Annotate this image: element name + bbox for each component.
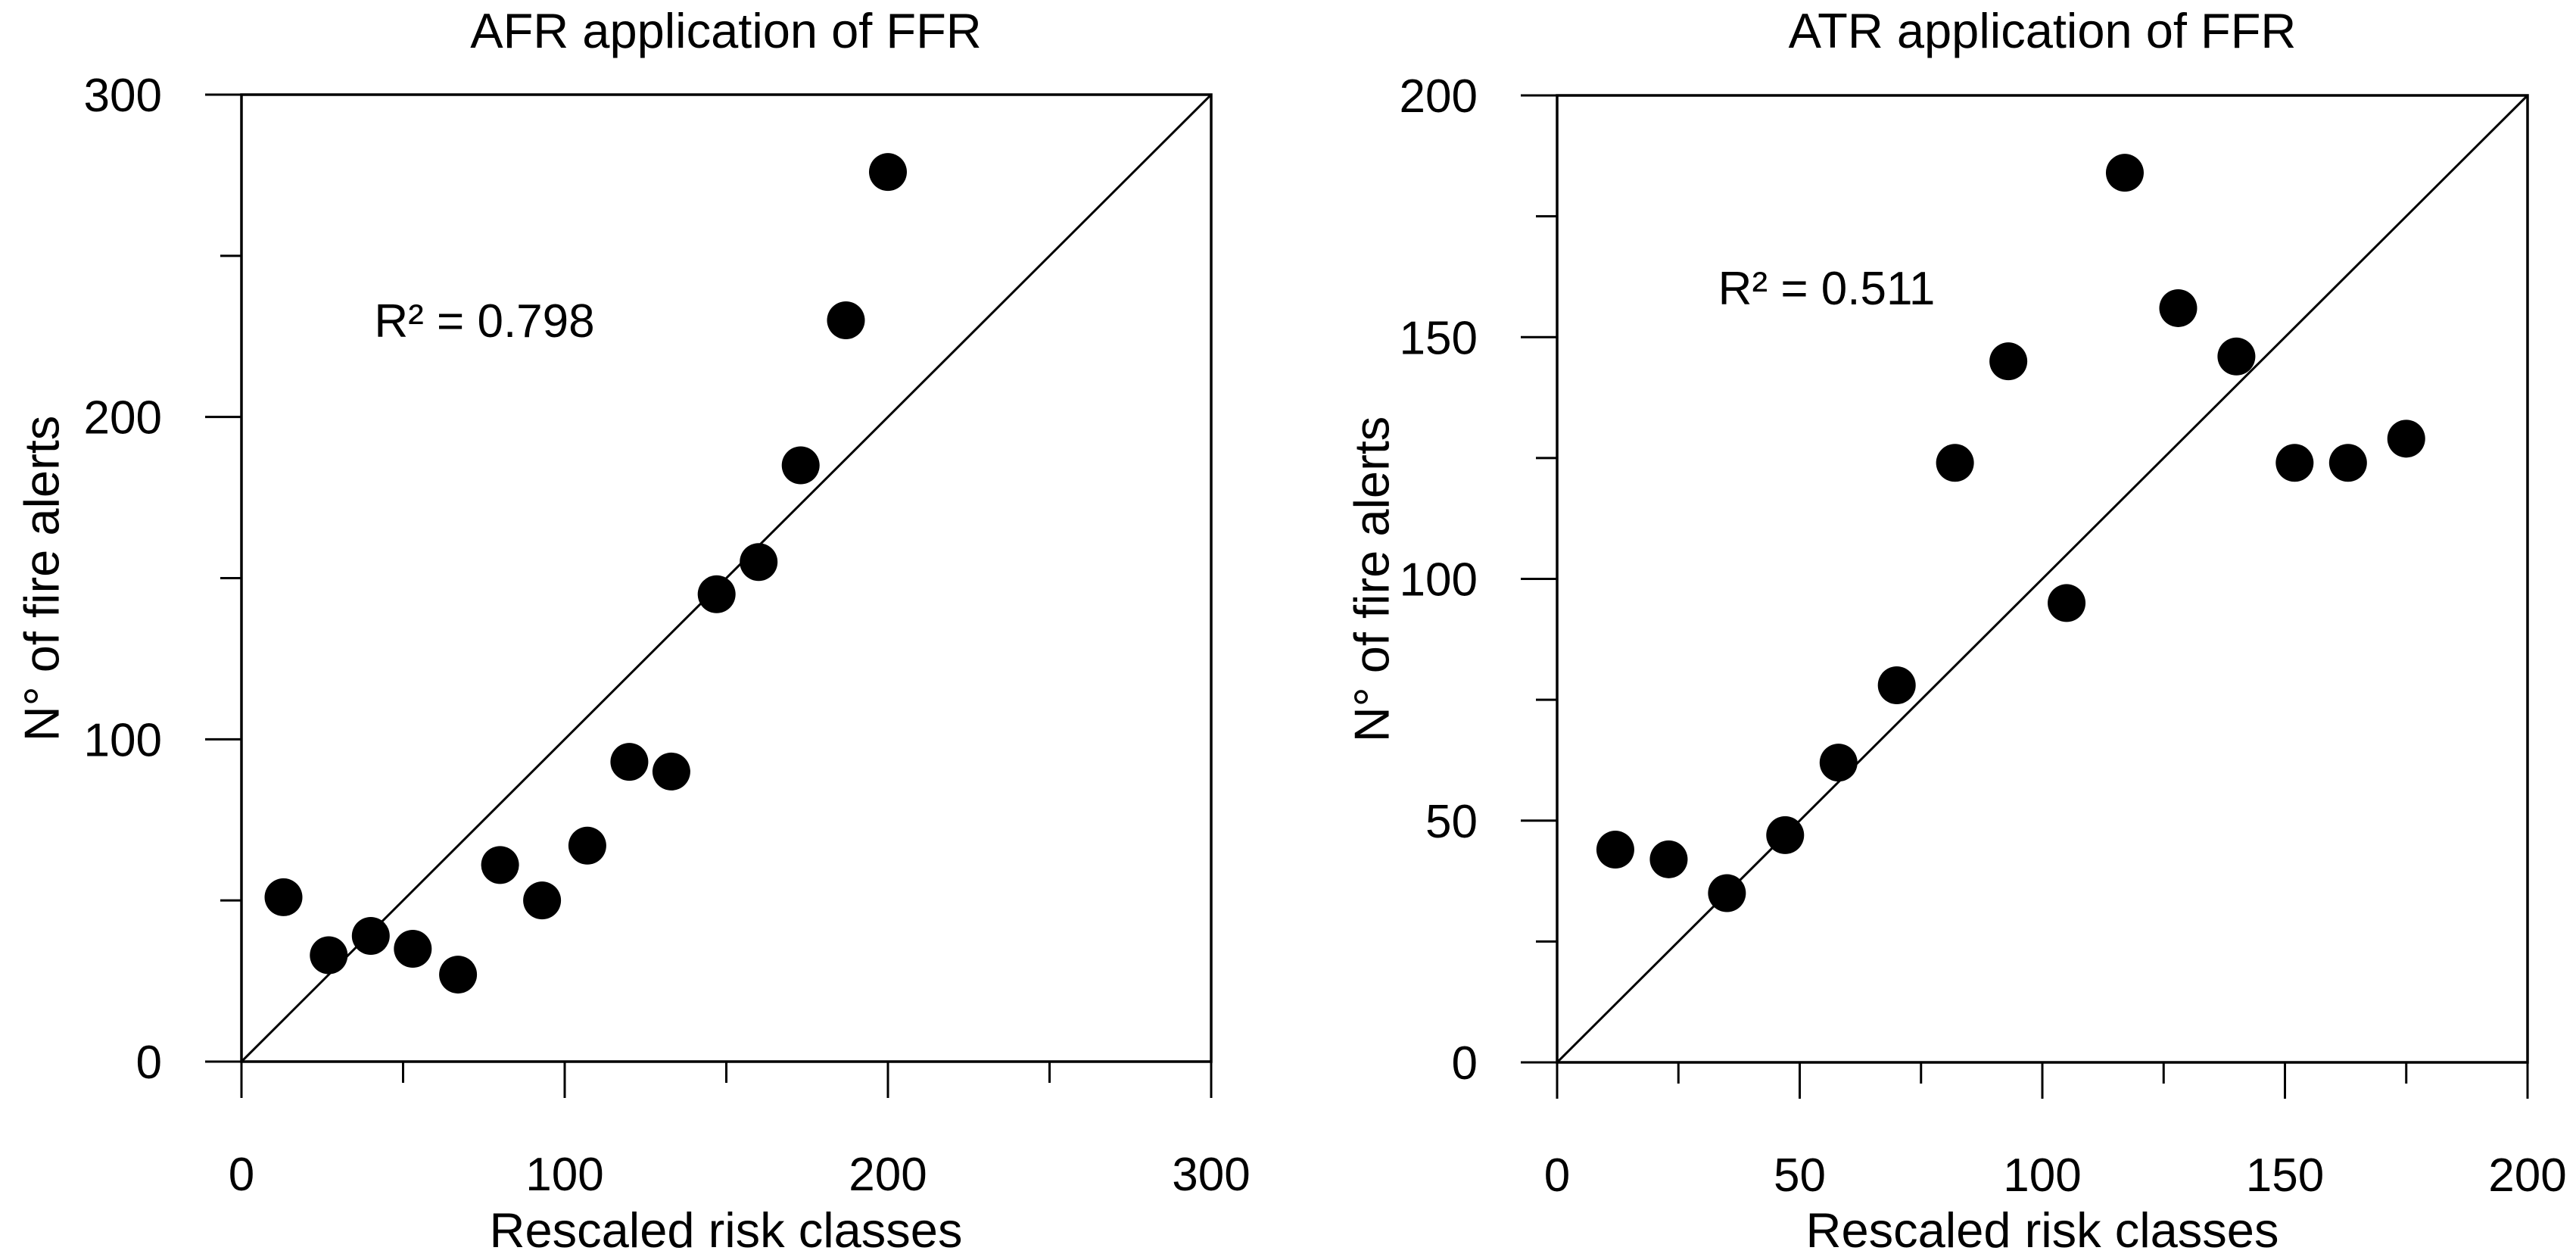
r-squared-annotation-atr: R² = 0.511 bbox=[1718, 263, 1936, 315]
data-point bbox=[264, 878, 303, 916]
data-point bbox=[1596, 831, 1634, 869]
y-axis-label-atr: N° of fire alerts bbox=[1344, 416, 1400, 743]
y-tick-label: 0 bbox=[1452, 1037, 1478, 1090]
data-point bbox=[1877, 666, 1916, 704]
data-point bbox=[1936, 444, 1974, 482]
data-point bbox=[2387, 419, 2425, 458]
chart-title-afr: AFR application of FFR bbox=[470, 3, 982, 58]
data-point bbox=[652, 752, 690, 791]
data-point bbox=[568, 826, 606, 865]
data-point bbox=[740, 543, 778, 582]
x-tick-label: 300 bbox=[1172, 1149, 1250, 1201]
x-tick-label: 150 bbox=[2246, 1149, 2324, 1202]
data-point bbox=[2159, 288, 2198, 327]
data-point bbox=[2217, 337, 2256, 376]
y-tick-label: 50 bbox=[1425, 796, 1478, 848]
data-point bbox=[610, 743, 649, 781]
y-tick-label: 0 bbox=[136, 1037, 162, 1089]
atr-plot: 0 50 100 150 200 0 50 100 150 200 bbox=[1400, 70, 2567, 1202]
data-point bbox=[697, 575, 736, 613]
data-point bbox=[1819, 744, 1858, 782]
data-point bbox=[2048, 584, 2086, 622]
x-axis-label-afr: Rescaled risk classes bbox=[489, 1202, 963, 1258]
data-point bbox=[310, 936, 348, 975]
data-point bbox=[1649, 840, 1688, 878]
data-point bbox=[351, 916, 390, 955]
y-axis-label-afr: N° of fire alerts bbox=[14, 415, 70, 742]
data-point bbox=[2328, 444, 2367, 482]
data-point bbox=[781, 446, 820, 485]
x-tick-label: 100 bbox=[525, 1149, 603, 1201]
data-point bbox=[1989, 342, 2028, 381]
x-tick-label: 50 bbox=[1774, 1149, 1826, 1202]
data-point bbox=[869, 153, 907, 192]
data-point bbox=[439, 956, 478, 994]
y-tick-label: 150 bbox=[1400, 312, 1478, 364]
x-tick-label: 200 bbox=[849, 1149, 927, 1201]
data-point bbox=[1766, 816, 1805, 854]
data-point bbox=[1708, 874, 1746, 912]
r-squared-annotation-afr: R² = 0.798 bbox=[374, 295, 595, 348]
y-tick-label: 300 bbox=[84, 70, 162, 122]
data-point bbox=[2105, 154, 2144, 192]
y-tick-label: 100 bbox=[1400, 554, 1478, 607]
y-tick-label: 200 bbox=[84, 392, 162, 444]
y-tick-label: 100 bbox=[84, 714, 162, 766]
afr-plot: 0 100 200 300 0 100 200 300 bbox=[84, 70, 1251, 1201]
y-tick-label: 200 bbox=[1400, 70, 1478, 123]
x-axis-label-atr: Rescaled risk classes bbox=[1805, 1202, 2279, 1258]
data-point bbox=[394, 930, 432, 968]
data-point bbox=[2275, 444, 2314, 482]
x-tick-label: 100 bbox=[2003, 1149, 2081, 1202]
data-point bbox=[827, 301, 865, 339]
identity-line bbox=[1556, 94, 2529, 1064]
x-tick-label: 0 bbox=[229, 1149, 254, 1201]
data-point bbox=[523, 881, 562, 920]
x-tick-label: 0 bbox=[1544, 1149, 1570, 1202]
data-point bbox=[481, 846, 519, 884]
x-tick-label: 200 bbox=[2488, 1149, 2566, 1202]
chart-title-atr: ATR application of FFR bbox=[1788, 3, 2297, 58]
